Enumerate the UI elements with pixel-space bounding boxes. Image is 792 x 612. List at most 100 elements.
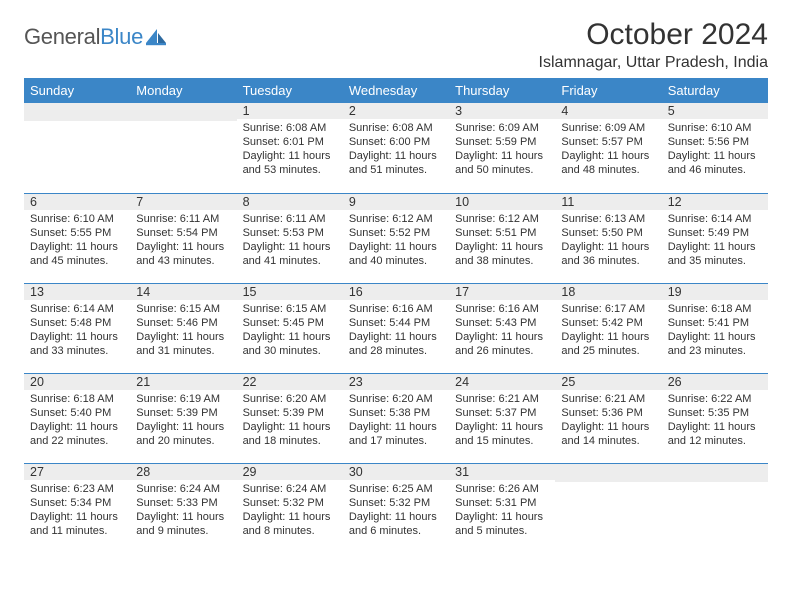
daylight-text: Daylight: 11 hours and 25 minutes. <box>561 330 655 358</box>
sunset-text: Sunset: 5:38 PM <box>349 406 443 420</box>
daylight-text: Daylight: 11 hours and 43 minutes. <box>136 240 230 268</box>
daylight-text: Daylight: 11 hours and 12 minutes. <box>668 420 762 448</box>
sunrise-text: Sunrise: 6:24 AM <box>243 482 337 496</box>
daylight-text: Daylight: 11 hours and 18 minutes. <box>243 420 337 448</box>
sunrise-text: Sunrise: 6:20 AM <box>349 392 443 406</box>
sunrise-text: Sunrise: 6:15 AM <box>243 302 337 316</box>
calendar-cell: 13Sunrise: 6:14 AMSunset: 5:48 PMDayligh… <box>24 283 130 373</box>
calendar-cell: 6Sunrise: 6:10 AMSunset: 5:55 PMDaylight… <box>24 193 130 283</box>
daylight-text: Daylight: 11 hours and 8 minutes. <box>243 510 337 538</box>
daylight-text: Daylight: 11 hours and 17 minutes. <box>349 420 443 448</box>
sunset-text: Sunset: 5:43 PM <box>455 316 549 330</box>
cell-info: Sunrise: 6:11 AMSunset: 5:53 PMDaylight:… <box>237 210 343 272</box>
sunrise-text: Sunrise: 6:08 AM <box>243 121 337 135</box>
sunrise-text: Sunrise: 6:19 AM <box>136 392 230 406</box>
sunset-text: Sunset: 5:48 PM <box>30 316 124 330</box>
sunset-text: Sunset: 5:45 PM <box>243 316 337 330</box>
day-number: 13 <box>24 284 130 300</box>
day-number: 7 <box>130 194 236 210</box>
sunrise-text: Sunrise: 6:17 AM <box>561 302 655 316</box>
day-number: 15 <box>237 284 343 300</box>
cell-info: Sunrise: 6:12 AMSunset: 5:52 PMDaylight:… <box>343 210 449 272</box>
daylight-text: Daylight: 11 hours and 23 minutes. <box>668 330 762 358</box>
calendar-week-row: 13Sunrise: 6:14 AMSunset: 5:48 PMDayligh… <box>24 283 768 373</box>
calendar-cell: 30 Sunrise: 6:25 AMSunset: 5:32 PMDayligh… <box>343 463 449 553</box>
day-number: 2 <box>343 103 449 119</box>
daylight-text: Daylight: 11 hours and 6 minutes. <box>349 510 443 538</box>
sunrise-text: Sunrise: 6:18 AM <box>668 302 762 316</box>
calendar-week-row: 1Sunrise: 6:08 AMSunset: 6:01 PMDaylight… <box>24 103 768 193</box>
daylight-text: Daylight: 11 hours and 11 minutes. <box>30 510 124 538</box>
calendar-header-row: Sunday Monday Tuesday Wednesday Thursday… <box>24 78 768 103</box>
cell-info: Sunrise: 6:20 AMSunset: 5:38 PMDaylight:… <box>343 390 449 452</box>
sunrise-text: Sunrise: 6:23 AM <box>30 482 124 496</box>
sunrise-text: Sunrise: 6:15 AM <box>136 302 230 316</box>
sunrise-text: Sunrise: 6:13 AM <box>561 212 655 226</box>
sunset-text: Sunset: 5:37 PM <box>455 406 549 420</box>
daylight-text: Daylight: 11 hours and 30 minutes. <box>243 330 337 358</box>
sunset-text: Sunset: 5:32 PM <box>243 496 337 510</box>
sunrise-text: Sunrise: 6:22 AM <box>668 392 762 406</box>
daylight-text: Daylight: 11 hours and 20 minutes. <box>136 420 230 448</box>
day-number: 25 <box>555 374 661 390</box>
calendar-cell <box>130 103 236 193</box>
calendar-cell: 16Sunrise: 6:16 AMSunset: 5:44 PMDayligh… <box>343 283 449 373</box>
calendar-cell: 27Sunrise: 6:23 AMSunset: 5:34 PMDayligh… <box>24 463 130 553</box>
calendar-cell: 28Sunrise: 6:24 AMSunset: 5:33 PMDayligh… <box>130 463 236 553</box>
cell-info: Sunrise: 6:22 AMSunset: 5:35 PMDaylight:… <box>662 390 768 452</box>
day-number <box>662 464 768 482</box>
logo-text-general: General <box>24 24 100 50</box>
cell-info: Sunrise: 6:23 AMSunset: 5:34 PMDaylight:… <box>24 480 130 542</box>
sunset-text: Sunset: 5:32 PM <box>349 496 443 510</box>
sunset-text: Sunset: 5:35 PM <box>668 406 762 420</box>
day-number: 24 <box>449 374 555 390</box>
calendar-cell: 21Sunrise: 6:19 AMSunset: 5:39 PMDayligh… <box>130 373 236 463</box>
daylight-text: Daylight: 11 hours and 14 minutes. <box>561 420 655 448</box>
sunrise-text: Sunrise: 6:25 AM <box>349 482 443 496</box>
daylight-text: Daylight: 11 hours and 46 minutes. <box>668 149 762 177</box>
calendar-cell: 20Sunrise: 6:18 AMSunset: 5:40 PMDayligh… <box>24 373 130 463</box>
day-number: 14 <box>130 284 236 300</box>
calendar-cell: 1Sunrise: 6:08 AMSunset: 6:01 PMDaylight… <box>237 103 343 193</box>
cell-info: Sunrise: 6:08 AMSunset: 6:00 PMDaylight:… <box>343 119 449 181</box>
daylight-text: Daylight: 11 hours and 9 minutes. <box>136 510 230 538</box>
daylight-text: Daylight: 11 hours and 33 minutes. <box>30 330 124 358</box>
cell-info: Sunrise: 6:18 AMSunset: 5:41 PMDaylight:… <box>662 300 768 362</box>
sunset-text: Sunset: 5:31 PM <box>455 496 549 510</box>
daylight-text: Daylight: 11 hours and 40 minutes. <box>349 240 443 268</box>
sunset-text: Sunset: 5:33 PM <box>136 496 230 510</box>
day-number: 26 <box>662 374 768 390</box>
cell-info: Sunrise: 6:16 AMSunset: 5:44 PMDaylight:… <box>343 300 449 362</box>
calendar-cell <box>24 103 130 193</box>
day-number: 28 <box>130 464 236 480</box>
daylight-text: Daylight: 11 hours and 31 minutes. <box>136 330 230 358</box>
daylight-text: Daylight: 11 hours and 28 minutes. <box>349 330 443 358</box>
day-number: 30 <box>343 464 449 480</box>
logo: GeneralBlue <box>24 18 168 50</box>
cell-info: Sunrise: 6:21 AMSunset: 5:37 PMDaylight:… <box>449 390 555 452</box>
sunset-text: Sunset: 5:39 PM <box>136 406 230 420</box>
cell-info: Sunrise: 6:08 AMSunset: 6:01 PMDaylight:… <box>237 119 343 181</box>
sail-icon <box>146 28 168 46</box>
daylight-text: Daylight: 11 hours and 41 minutes. <box>243 240 337 268</box>
cell-info: Sunrise: 6:24 AMSunset: 5:33 PMDaylight:… <box>130 480 236 542</box>
sunset-text: Sunset: 6:00 PM <box>349 135 443 149</box>
cell-info: Sunrise: 6:16 AMSunset: 5:43 PMDaylight:… <box>449 300 555 362</box>
day-number: 5 <box>662 103 768 119</box>
day-number: 23 <box>343 374 449 390</box>
sunset-text: Sunset: 5:52 PM <box>349 226 443 240</box>
sunrise-text: Sunrise: 6:21 AM <box>561 392 655 406</box>
day-number: 8 <box>237 194 343 210</box>
sunrise-text: Sunrise: 6:11 AM <box>243 212 337 226</box>
logo-text-blue: Blue <box>100 24 143 50</box>
daylight-text: Daylight: 11 hours and 22 minutes. <box>30 420 124 448</box>
cell-info: Sunrise: 6:09 AMSunset: 5:59 PMDaylight:… <box>449 119 555 181</box>
sunrise-text: Sunrise: 6:12 AM <box>349 212 443 226</box>
sunrise-text: Sunrise: 6:24 AM <box>136 482 230 496</box>
daylight-text: Daylight: 11 hours and 35 minutes. <box>668 240 762 268</box>
sunrise-text: Sunrise: 6:09 AM <box>561 121 655 135</box>
day-number: 17 <box>449 284 555 300</box>
cell-info: Sunrise: 6:15 AMSunset: 5:45 PMDaylight:… <box>237 300 343 362</box>
sunset-text: Sunset: 5:50 PM <box>561 226 655 240</box>
daylight-text: Daylight: 11 hours and 26 minutes. <box>455 330 549 358</box>
